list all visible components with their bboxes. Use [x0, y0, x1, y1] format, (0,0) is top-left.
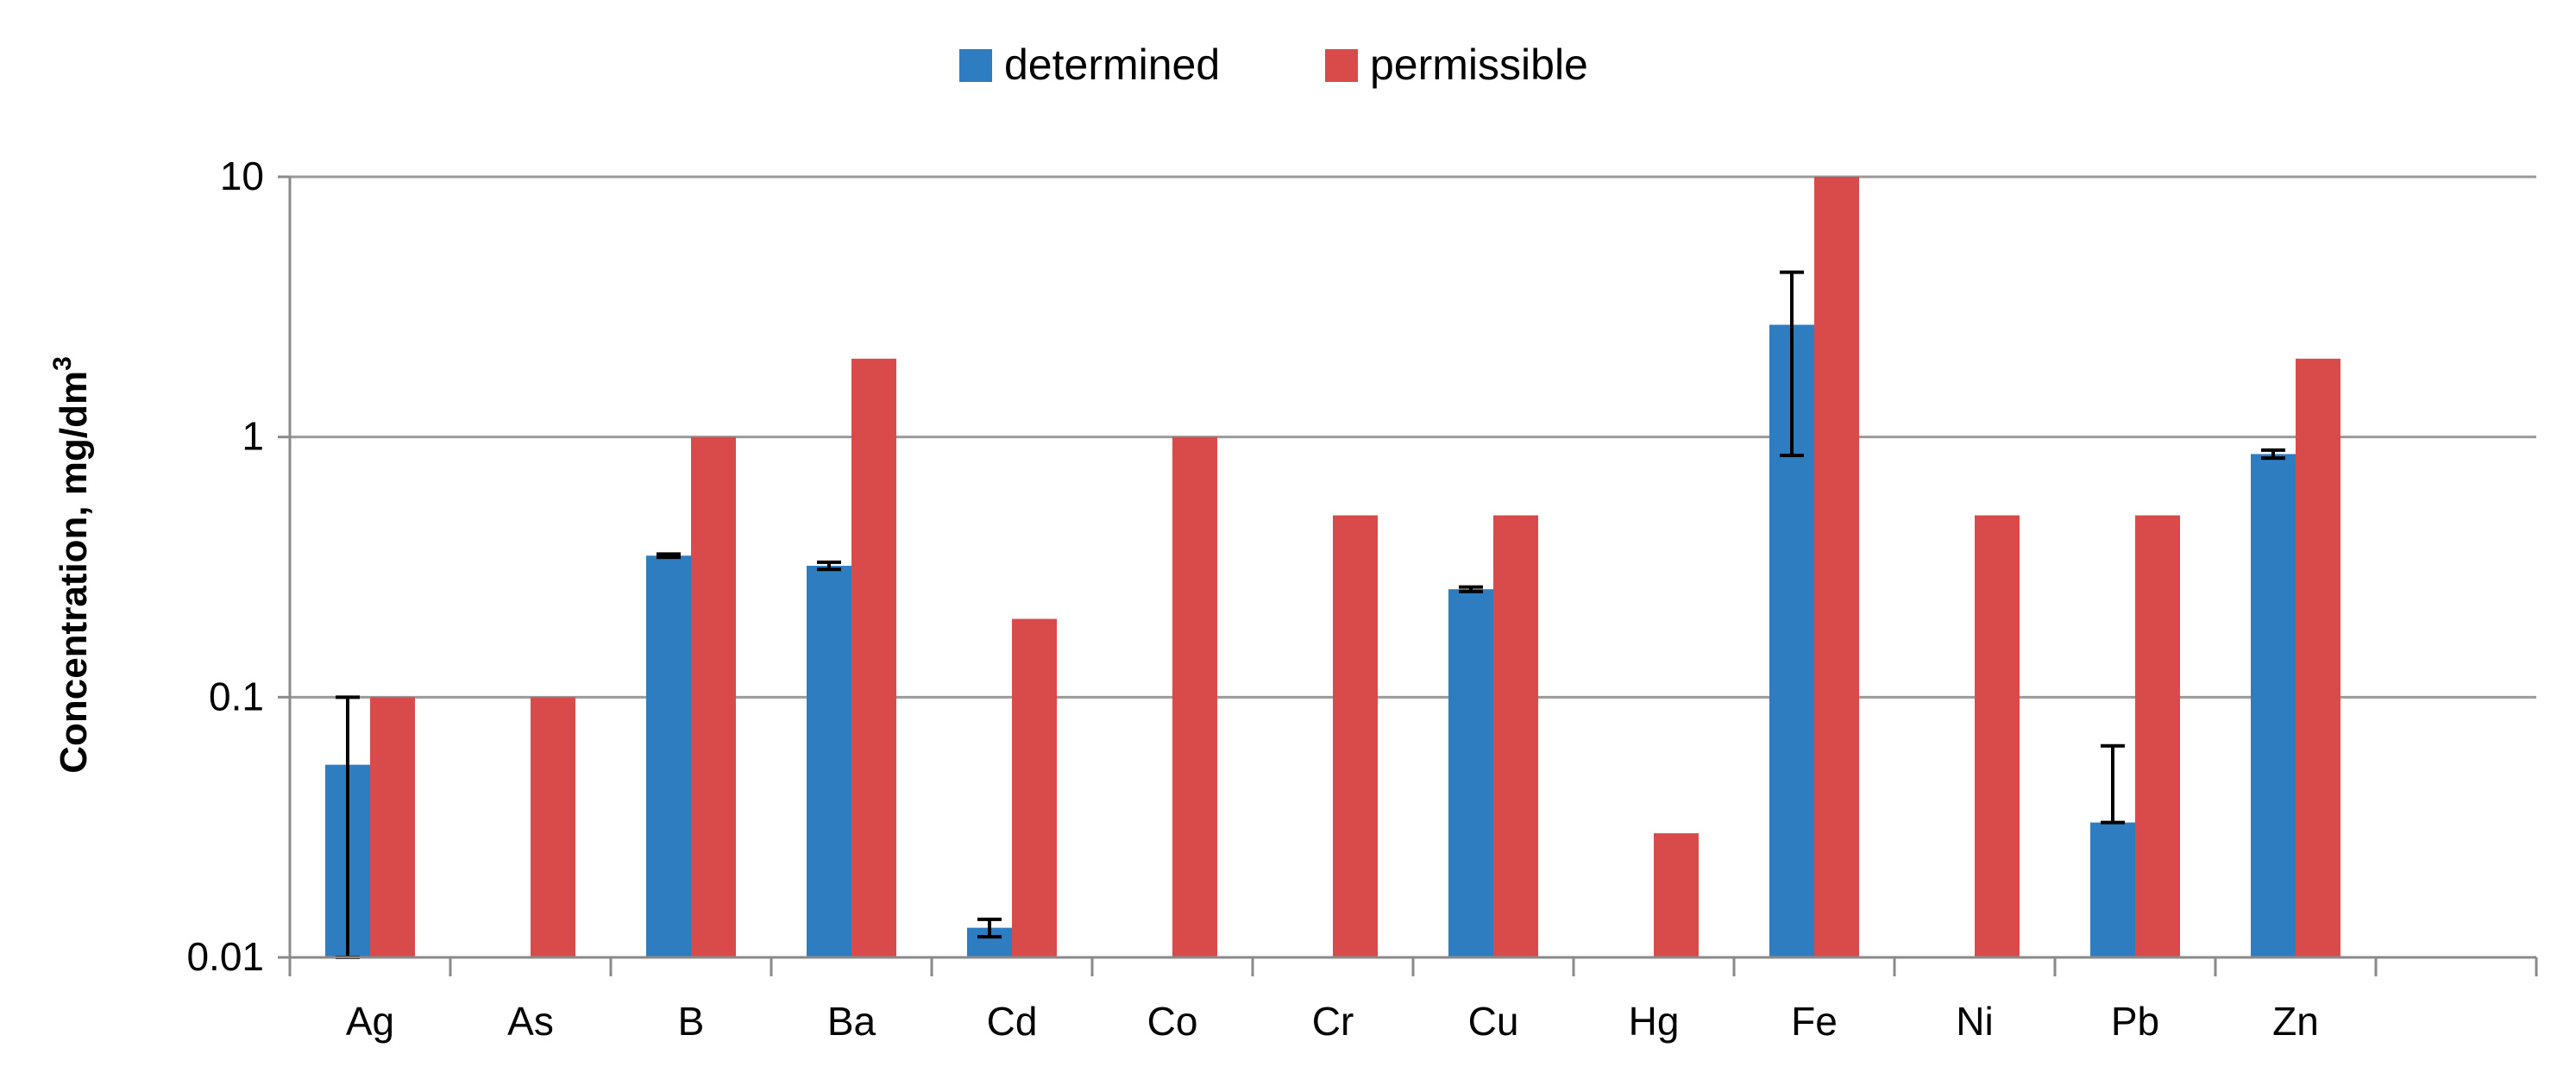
bar-permissible-Cr [1333, 515, 1378, 957]
legend-swatch-permissible [1325, 49, 1358, 82]
x-tick-label: Hg [1629, 999, 1680, 1044]
x-tick-label: Pb [2111, 999, 2159, 1044]
bar-permissible-Pb [2135, 515, 2180, 957]
gridlines [290, 175, 2536, 699]
bar-permissible-Ag [370, 697, 415, 957]
bars [325, 177, 2340, 958]
x-tick-label: Fe [1791, 999, 1838, 1044]
bar-permissible-Cu [1493, 515, 1538, 957]
x-tick-labels: Ag As B Ba Cd Co Cr Cu Hg Fe Ni Pb Zn [346, 999, 2319, 1044]
x-tick-label: Zn [2272, 999, 2319, 1044]
x-tick-label: Ni [1956, 999, 1993, 1044]
y-axis-label: Concentration, mg/dm3 [48, 356, 95, 774]
bar-determined-Cu [1448, 589, 1493, 957]
bar-permissible-Zn [2296, 358, 2340, 957]
bar-permissible-Ba [851, 358, 896, 957]
bar-determined-Ba [807, 565, 851, 957]
bar-permissible-Fe [1814, 177, 1859, 957]
bar-permissible-Co [1172, 436, 1217, 958]
bar-permissible-As [531, 697, 575, 957]
y-axis-label-text: Concentration, mg/dm [53, 371, 95, 774]
bar-determined-Zn [2251, 454, 2296, 957]
bar-permissible-Hg [1654, 833, 1699, 957]
legend-label-determined: determined [1004, 41, 1220, 89]
x-tick-label: Ag [346, 999, 394, 1044]
bar-permissible-Ni [1975, 515, 2020, 957]
legend: determined permissible [959, 41, 1588, 89]
y-tick-label: 1 [242, 414, 264, 459]
x-tick-label: Cr [1312, 999, 1354, 1044]
legend-swatch-determined [959, 49, 992, 82]
x-tick-label: Ba [827, 999, 876, 1044]
x-tick-label: Co [1147, 999, 1198, 1044]
bar-permissible-B [691, 436, 736, 958]
x-tick-label: Cu [1468, 999, 1519, 1044]
y-tick-label: 0.1 [209, 674, 264, 718]
axes [278, 175, 2538, 976]
legend-label-permissible: permissible [1370, 41, 1588, 89]
x-tick-label: B [678, 999, 705, 1044]
bar-determined-Pb [2090, 822, 2135, 957]
y-tick-labels: 10 1 0.1 0.01 [186, 154, 264, 979]
bar-permissible-Cd [1012, 618, 1057, 957]
y-axis-label-superscript: 3 [48, 356, 77, 371]
x-tick-label: Cd [987, 999, 1038, 1044]
x-tick-label: As [507, 999, 554, 1044]
y-tick-label: 0.01 [186, 934, 264, 979]
bar-determined-B [646, 555, 691, 957]
y-tick-label: 10 [220, 154, 264, 198]
